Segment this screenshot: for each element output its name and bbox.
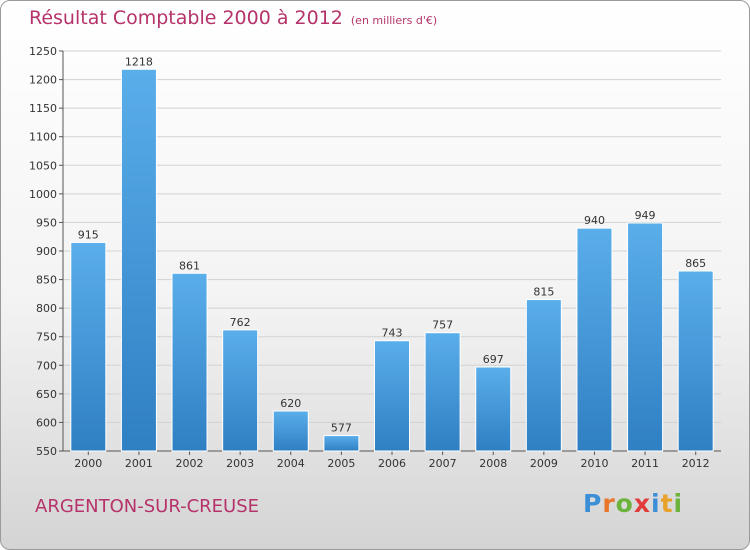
bar xyxy=(576,227,613,452)
title-unit: (en milliers d'€) xyxy=(350,14,438,27)
logo-letter: o xyxy=(615,489,634,518)
y-tick-label: 550 xyxy=(36,445,57,458)
x-tick-label: 2012 xyxy=(682,457,710,470)
bar xyxy=(475,366,512,452)
y-tick-label: 1100 xyxy=(29,131,57,144)
x-tick-label: 2003 xyxy=(226,457,254,470)
bar xyxy=(424,332,461,452)
bar-value-label: 697 xyxy=(483,353,504,366)
bar xyxy=(222,329,259,452)
bar-value-label: 1218 xyxy=(125,55,153,68)
labels: 915 2000 1218 2001 861 2002 762 2003 620 2004 577 2… xyxy=(74,55,709,470)
bar-value-label: 915 xyxy=(78,228,99,241)
y-tick-label: 700 xyxy=(36,359,57,372)
x-tick-label: 2002 xyxy=(176,457,204,470)
bar-value-label: 757 xyxy=(432,319,453,332)
bar xyxy=(272,410,309,452)
x-tick-label: 2009 xyxy=(530,457,558,470)
chart-title: Résultat Comptable 2000 à 2012 (en millie… xyxy=(29,7,437,29)
bar xyxy=(525,299,562,452)
x-tick-label: 2011 xyxy=(631,457,659,470)
bar xyxy=(627,222,664,452)
x-tick-label: 2004 xyxy=(277,457,305,470)
bar xyxy=(374,340,410,452)
bar-value-label: 865 xyxy=(685,257,706,270)
bar xyxy=(323,435,360,452)
y-tick-label: 750 xyxy=(36,331,57,344)
bar-value-label: 762 xyxy=(230,316,251,329)
y-tick-label: 1250 xyxy=(29,45,57,58)
y-tick-label: 650 xyxy=(36,388,57,401)
bar xyxy=(70,241,107,452)
bar xyxy=(171,272,208,452)
logo-letter: i xyxy=(651,489,661,518)
y-tick-label: 800 xyxy=(36,302,57,315)
bar-value-label: 743 xyxy=(382,327,403,340)
bar xyxy=(120,68,157,452)
x-tick-label: 2010 xyxy=(580,457,608,470)
logo-letter: r xyxy=(602,489,616,518)
title-main: Résultat Comptable 2000 à 2012 xyxy=(29,7,343,29)
x-tick-label: 2000 xyxy=(74,457,102,470)
y-tick-label: 850 xyxy=(36,274,57,287)
x-tick-label: 2006 xyxy=(378,457,406,470)
proxiti-logo[interactable]: Proxiti xyxy=(583,489,683,518)
bar-value-label: 949 xyxy=(635,209,656,222)
y-tick-label: 900 xyxy=(36,245,57,258)
x-tick-label: 2008 xyxy=(479,457,507,470)
x-tick-label: 2007 xyxy=(429,457,457,470)
y-tick-label: 600 xyxy=(36,416,57,429)
logo-letter: t xyxy=(660,489,674,518)
bar-value-label: 940 xyxy=(584,214,605,227)
bar-value-label: 620 xyxy=(280,397,301,410)
bar-value-label: 861 xyxy=(179,259,200,272)
logo-letter: x xyxy=(633,489,651,518)
bar xyxy=(677,270,714,452)
y-tick-label: 950 xyxy=(36,216,57,229)
bar-value-label: 577 xyxy=(331,422,352,435)
logo-letter: i xyxy=(673,489,684,518)
y-tick-label: 1150 xyxy=(29,102,57,115)
y-tick-label: 1050 xyxy=(29,159,57,172)
logo-letter: P xyxy=(583,489,603,518)
x-tick-label: 2001 xyxy=(125,457,153,470)
bars xyxy=(70,68,714,452)
y-tick-label: 1000 xyxy=(29,188,57,201)
commune-name: ARGENTON-SUR-CREUSE xyxy=(35,496,260,517)
axes: 550 600 650 700 750 800 850 900 950 1000 1050 1100 1… xyxy=(29,45,721,458)
y-tick-label: 1200 xyxy=(29,74,57,87)
x-tick-label: 2005 xyxy=(327,457,355,470)
bar-value-label: 815 xyxy=(533,286,554,299)
